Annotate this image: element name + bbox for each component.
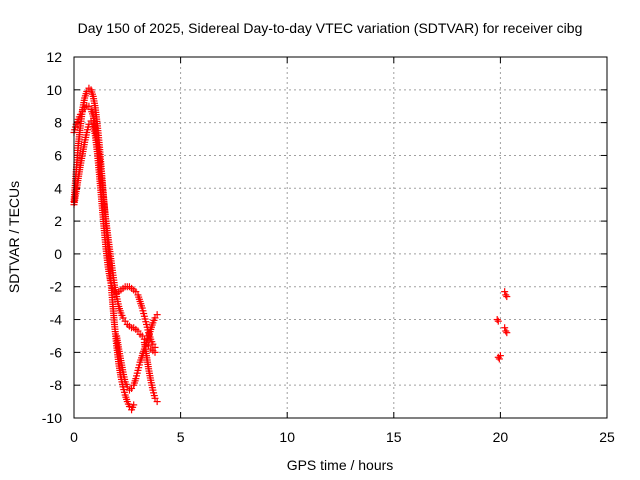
y-tick-label: -8 (50, 377, 63, 393)
data-point (153, 311, 161, 319)
y-tick-label: -4 (50, 312, 63, 328)
data-point (151, 343, 159, 351)
data-point (501, 288, 509, 296)
y-tick-label: 0 (54, 246, 62, 262)
x-tick-label: 5 (177, 429, 185, 445)
x-tick-label: 10 (279, 429, 295, 445)
data-points (70, 84, 511, 414)
x-tick-label: 20 (493, 429, 509, 445)
data-point (501, 324, 509, 332)
axis-ticks: 0 5 10 15 20 25 -10 -8 -6 -4 -2 0 2 4 6 8 10 12 (42, 49, 615, 445)
data-point (503, 293, 511, 301)
y-tick-label: 4 (54, 180, 62, 196)
y-tick-label: 2 (54, 213, 62, 229)
data-point (502, 327, 510, 335)
data-point (495, 355, 503, 363)
x-axis-label: GPS time / hours (287, 457, 394, 473)
grid-lines (74, 57, 607, 418)
y-tick-label: 6 (54, 147, 62, 163)
y-tick-label: -6 (50, 344, 63, 360)
plot-area-frame (73, 56, 608, 419)
data-point (494, 317, 502, 325)
x-tick-label: 0 (70, 429, 78, 445)
x-tick-label: 15 (386, 429, 402, 445)
y-tick-label: 10 (46, 82, 62, 98)
data-point (130, 401, 138, 409)
data-point (493, 316, 501, 324)
y-tick-label: -10 (42, 410, 62, 426)
x-tick-label: 25 (599, 429, 615, 445)
data-point (503, 329, 511, 337)
y-tick-label: 8 (54, 115, 62, 131)
data-point (153, 398, 161, 406)
y-tick-label: -2 (50, 279, 63, 295)
y-axis-label: SDTVAR / TECUs (6, 181, 22, 293)
data-point (502, 291, 510, 299)
chart-title: Day 150 of 2025, Sidereal Day-to-day VTE… (78, 20, 583, 36)
data-point (496, 352, 504, 360)
y-tick-label: 12 (46, 49, 62, 65)
